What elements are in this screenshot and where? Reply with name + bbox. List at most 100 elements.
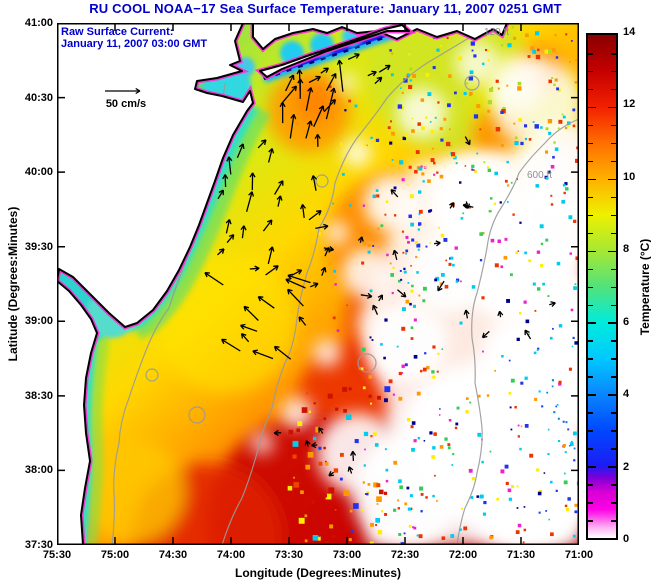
colorbar-tick (611, 358, 616, 360)
y-tick-label: 39:30 (24, 240, 53, 253)
colorbar-tick (588, 340, 593, 342)
y-tick-label: 38:30 (24, 389, 53, 402)
x-tick-label: 73:30 (274, 549, 304, 561)
scale-arrow-label: 50 cm/s (105, 98, 147, 110)
colorbar-tick (588, 214, 593, 217)
cloud-speckles (287, 26, 581, 546)
colorbar-tick (588, 232, 593, 235)
colorbar-tick (611, 142, 616, 145)
colorbar-tick (588, 502, 593, 504)
colorbar-tick (608, 394, 616, 396)
colorbar-tick (611, 484, 616, 486)
colorbar-tick (608, 250, 616, 253)
colorbar-gradient (586, 33, 618, 540)
colorbar-tick (611, 53, 616, 55)
x-tick-label: 75:00 (100, 549, 130, 561)
colorbar-tick (588, 196, 593, 199)
colorbar-tick (611, 412, 616, 414)
colorbar-tick (611, 124, 616, 127)
colorbar-tick (611, 502, 616, 504)
colorbar-tick (588, 124, 593, 127)
current-legend-line1: Raw Surface Current: (61, 26, 174, 38)
plot-frame-and-ticks (56, 22, 580, 546)
sst-map-svg (47, 0, 627, 583)
x-tick-label: 72:00 (448, 549, 478, 561)
colorbar-tick-label: 10 (623, 170, 636, 183)
x-tick-label: 74:00 (216, 549, 246, 561)
x-axis-label: Longitude (Degrees:Minutes) (234, 566, 401, 580)
x-tick-label: 71:00 (564, 549, 594, 561)
colorbar-tick (608, 178, 616, 181)
colorbar-tick (588, 106, 596, 109)
colorbar-tick (588, 250, 596, 253)
colorbar-tick (611, 376, 616, 378)
y-tick-label: 39:00 (24, 315, 53, 328)
cloud-mask (250, 41, 627, 553)
colorbar-tick (611, 232, 616, 235)
y-tick-label: 38:00 (24, 464, 53, 477)
y-axis-label: Latitude (Degrees:Minutes) (6, 206, 20, 362)
colorbar-tick (608, 106, 616, 109)
colorbar-title: Temperature (°C) (638, 238, 651, 336)
colorbar-tick (588, 322, 596, 324)
colorbar-tick (588, 520, 593, 522)
colorbar-tick (588, 448, 593, 450)
x-tick-label: 73:00 (332, 549, 362, 561)
colorbar-tick (611, 70, 616, 73)
scale-reference-arrow (105, 53, 556, 477)
colorbar-tick (611, 268, 616, 270)
colorbar-tick-label: 0 (623, 533, 630, 545)
contour-label-120ft: 120 ft (484, 27, 510, 38)
colorbar-tick (611, 430, 616, 432)
colorbar-tick-label: 14 (623, 26, 636, 38)
landmass (54, 20, 511, 548)
colorbar-tick (588, 178, 596, 181)
colorbar-tick (611, 196, 616, 199)
colorbar-tick (608, 322, 616, 324)
x-tick-label: 72:30 (390, 549, 420, 561)
colorbar-tick-label: 4 (623, 388, 630, 401)
colorbar-tick (588, 160, 593, 163)
colorbar-tick (588, 376, 593, 378)
colorbar-tick (588, 484, 593, 486)
colorbar-tick (588, 88, 593, 91)
colorbar-tick (608, 466, 616, 468)
colorbar-tick (611, 214, 616, 217)
colorbar-tick (588, 358, 593, 360)
current-legend-line2: January 11, 2007 03:00 GMT (61, 38, 208, 50)
y-tick-label: 40:30 (24, 91, 53, 104)
y-tick-label: 40:00 (24, 166, 53, 179)
colorbar-tick (611, 448, 616, 450)
colorbar-tick-label: 2 (623, 460, 630, 473)
colorbar-tick (611, 160, 616, 163)
colorbar-tick-label: 6 (623, 315, 630, 328)
land-long-island (259, 24, 410, 78)
x-tick-label: 71:30 (506, 549, 536, 561)
colorbar-tick (588, 53, 593, 55)
colorbar-tick-label: 12 (623, 98, 636, 111)
colorbar-tick (588, 394, 596, 396)
land-mainland (56, 22, 254, 546)
colorbar-tick (611, 340, 616, 342)
colorbar-tick (588, 304, 593, 306)
colorbar-tick (611, 520, 616, 522)
x-tick-label: 75:30 (42, 549, 72, 561)
figure-title: RU COOL NOAA−17 Sea Surface Temperature:… (89, 1, 562, 16)
colorbar-tick (588, 466, 596, 468)
x-tick-label: 74:30 (158, 549, 188, 561)
colorbar-tick (588, 70, 593, 73)
colorbar-tick-label: 8 (623, 243, 630, 256)
map-plot-area (47, 0, 627, 583)
colorbar-tick (611, 304, 616, 306)
colorbar-tick (588, 286, 593, 288)
y-tick-label: 37:30 (24, 539, 53, 551)
colorbar-tick (611, 286, 616, 288)
colorbar-tick (588, 430, 593, 432)
colorbar-tick (611, 88, 616, 91)
colorbar-tick (588, 142, 593, 145)
contour-label-600ft: 600 ft (527, 170, 553, 181)
y-tick-label: 41:00 (24, 17, 53, 29)
colorbar-tick (588, 268, 593, 270)
colorbar-tick (588, 412, 593, 414)
